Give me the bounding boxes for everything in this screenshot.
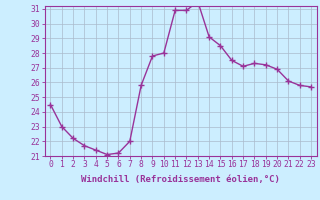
X-axis label: Windchill (Refroidissement éolien,°C): Windchill (Refroidissement éolien,°C) [81,175,280,184]
